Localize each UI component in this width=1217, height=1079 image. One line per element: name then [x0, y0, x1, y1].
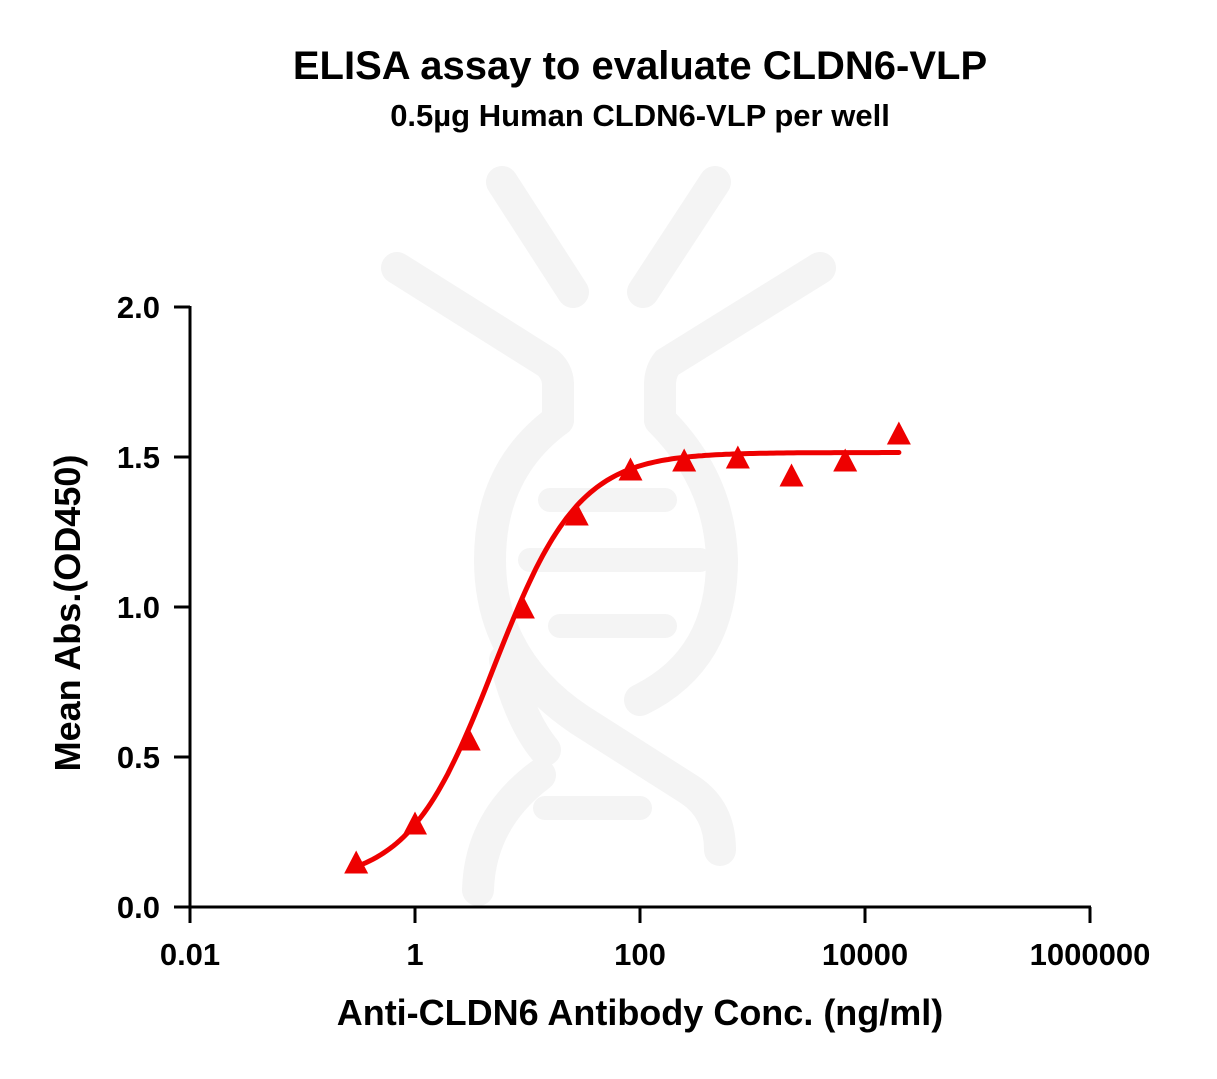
data-point-triangle-icon	[564, 502, 589, 526]
y-axis-label: Mean Abs.(OD450)	[47, 454, 88, 771]
y-axis	[174, 305, 192, 909]
x-tick-labels: 0.01 1 100 10000 1000000	[160, 937, 1151, 972]
y-axis-label-container: Mean Abs.(OD450)	[47, 430, 88, 795]
data-markers	[344, 421, 911, 874]
x-tick-label: 1	[406, 937, 423, 972]
data-point-triangle-icon	[344, 850, 369, 874]
y-tick-labels: 0.0 0.5 1.0 1.5 2.0	[117, 290, 160, 925]
data-point-triangle-icon	[833, 448, 858, 472]
data-point-triangle-icon	[618, 457, 643, 481]
x-tick-label: 10000	[822, 937, 908, 972]
data-point-triangle-icon	[725, 445, 750, 469]
y-tick-label: 2.0	[117, 290, 160, 325]
watermark-dna-antibody-icon	[381, 166, 836, 906]
chart-title: ELISA assay to evaluate CLDN6-VLP	[292, 44, 988, 88]
y-tick-label: 1.0	[117, 590, 160, 625]
data-point-triangle-icon	[456, 727, 481, 751]
x-tick-label: 100	[614, 937, 666, 972]
y-tick-label: 0.0	[117, 890, 160, 925]
y-tick-label: 0.5	[117, 740, 160, 775]
chart-subtitle: 0.5µg Human CLDN6-VLP per well	[390, 98, 890, 133]
data-point-triangle-icon	[672, 448, 697, 472]
x-tick-label: 1000000	[1030, 937, 1151, 972]
data-point-triangle-icon	[403, 811, 427, 835]
data-point-triangle-icon	[886, 421, 911, 445]
x-axis	[188, 905, 1092, 923]
x-tick-label: 0.01	[160, 937, 220, 972]
y-tick-label: 1.5	[117, 440, 160, 475]
x-axis-label: Anti-CLDN6 Antibody Conc. (ng/ml)	[336, 992, 944, 1033]
data-point-triangle-icon	[510, 595, 535, 619]
data-point-triangle-icon	[779, 463, 804, 487]
